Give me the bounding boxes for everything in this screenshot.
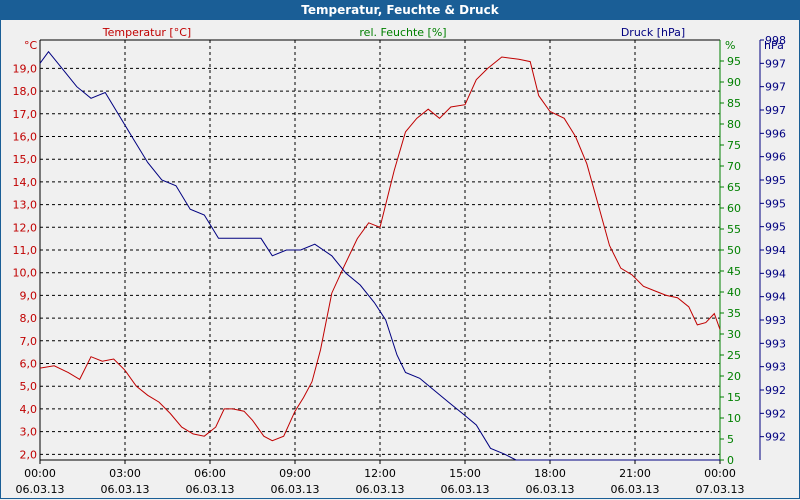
x-tick-date: 06.03.13 — [526, 483, 575, 496]
temperature-tick-label: 8,0 — [20, 312, 38, 325]
pressure-tick-label: 993 — [765, 337, 786, 350]
humidity-tick-label: 5 — [727, 433, 734, 446]
pressure-tick-label: 995 — [765, 221, 786, 234]
pressure-tick-label: 992 — [765, 431, 786, 444]
x-tick-time: 21:00 — [619, 467, 651, 480]
humidity-tick-label: 35 — [727, 307, 741, 320]
humidity-tick-label: 55 — [727, 223, 741, 236]
humidity-tick-label: 65 — [727, 181, 741, 194]
chart-title: Temperatur, Feuchte & Druck — [0, 0, 800, 20]
x-tick-date: 06.03.13 — [186, 483, 235, 496]
tick-labels: 2,0 3,0 4,0 5,0 6,0 7,0 8,0 9,0 10,0 11,0 12,0 13,0… — [13, 34, 787, 496]
temperature-tick-label: 14,0 — [13, 176, 38, 189]
temperature-tick-label: 11,0 — [13, 244, 38, 257]
temperature-tick-label: 13,0 — [13, 199, 38, 212]
pressure-tick-label: 997 — [765, 57, 786, 70]
temperature-tick-label: 5,0 — [20, 380, 38, 393]
pressure-tick-label: 994 — [765, 267, 786, 280]
temperature-unit: °C — [24, 39, 38, 52]
pressure-tick-label: 996 — [765, 151, 786, 164]
humidity-axis-title: rel. Feuchte [%] — [359, 26, 446, 39]
x-tick-date: 06.03.13 — [356, 483, 405, 496]
temperature-tick-label: 4,0 — [20, 403, 38, 416]
humidity-tick-label: 0 — [727, 454, 734, 467]
pressure-tick-label: 996 — [765, 127, 786, 140]
grid — [40, 40, 720, 460]
pressure-tick-label: 995 — [765, 197, 786, 210]
pressure-tick-label: 993 — [765, 361, 786, 374]
temperature-tick-label: 17,0 — [13, 108, 38, 121]
x-tick-time: 00:00 — [704, 467, 736, 480]
x-tick-date: 06.03.13 — [271, 483, 320, 496]
x-tick-time: 03:00 — [109, 467, 141, 480]
x-tick-date: 07.03.13 — [696, 483, 745, 496]
temperature-tick-label: 2,0 — [20, 448, 38, 461]
humidity-tick-label: 85 — [727, 97, 741, 110]
x-tick-date: 06.03.13 — [16, 483, 65, 496]
pressure-tick-label: 997 — [765, 104, 786, 117]
x-tick-time: 00:00 — [24, 467, 56, 480]
x-tick-date: 06.03.13 — [441, 483, 490, 496]
temperature-tick-label: 3,0 — [20, 426, 38, 439]
humidity-unit: % — [725, 39, 735, 52]
pressure-tick-label: 998 — [765, 34, 786, 47]
x-tick-date: 06.03.13 — [101, 483, 150, 496]
humidity-tick-label: 45 — [727, 265, 741, 278]
temperature-tick-label: 10,0 — [13, 267, 38, 280]
pressure-axis-title: Druck [hPa] — [621, 26, 685, 39]
temperature-series-line — [39, 56, 721, 442]
pressure-tick-label: 995 — [765, 174, 786, 187]
humidity-tick-label: 50 — [727, 244, 741, 257]
temperature-tick-label: 12,0 — [13, 221, 38, 234]
x-tick-time: 06:00 — [194, 467, 226, 480]
humidity-tick-label: 60 — [727, 202, 741, 215]
x-tick-date: 06.03.13 — [611, 483, 660, 496]
pressure-tick-label: 994 — [765, 244, 786, 257]
humidity-tick-label: 80 — [727, 118, 741, 131]
pressure-unit: hPa — [764, 39, 784, 52]
temperature-tick-label: 9,0 — [20, 289, 38, 302]
temperature-tick-label: 16,0 — [13, 130, 38, 143]
pressure-tick-label: 994 — [765, 291, 786, 304]
x-tick-time: 12:00 — [364, 467, 396, 480]
axes — [39, 39, 764, 464]
x-tick-time: 09:00 — [279, 467, 311, 480]
pressure-tick-label: 992 — [765, 407, 786, 420]
humidity-tick-label: 70 — [727, 160, 741, 173]
humidity-tick-label: 25 — [727, 349, 741, 362]
pressure-tick-label: 993 — [765, 314, 786, 327]
humidity-tick-label: 95 — [727, 55, 741, 68]
x-tick-time: 18:00 — [534, 467, 566, 480]
humidity-tick-label: 10 — [727, 412, 741, 425]
temperature-tick-label: 18,0 — [13, 85, 38, 98]
temperature-tick-label: 7,0 — [20, 335, 38, 348]
series-lines — [39, 50, 721, 461]
humidity-tick-label: 30 — [727, 328, 741, 341]
humidity-tick-label: 75 — [727, 139, 741, 152]
temperature-tick-label: 6,0 — [20, 358, 38, 371]
temperature-axis-title: Temperatur [°C] — [102, 26, 191, 39]
temperature-tick-label: 19,0 — [13, 62, 38, 75]
humidity-tick-label: 90 — [727, 76, 741, 89]
humidity-tick-label: 15 — [727, 391, 741, 404]
x-tick-time: 15:00 — [449, 467, 481, 480]
pressure-series-line — [39, 50, 720, 461]
temperature-tick-label: 15,0 — [13, 153, 38, 166]
pressure-tick-label: 997 — [765, 81, 786, 94]
humidity-tick-label: 20 — [727, 370, 741, 383]
pressure-tick-label: 992 — [765, 384, 786, 397]
humidity-tick-label: 40 — [727, 286, 741, 299]
